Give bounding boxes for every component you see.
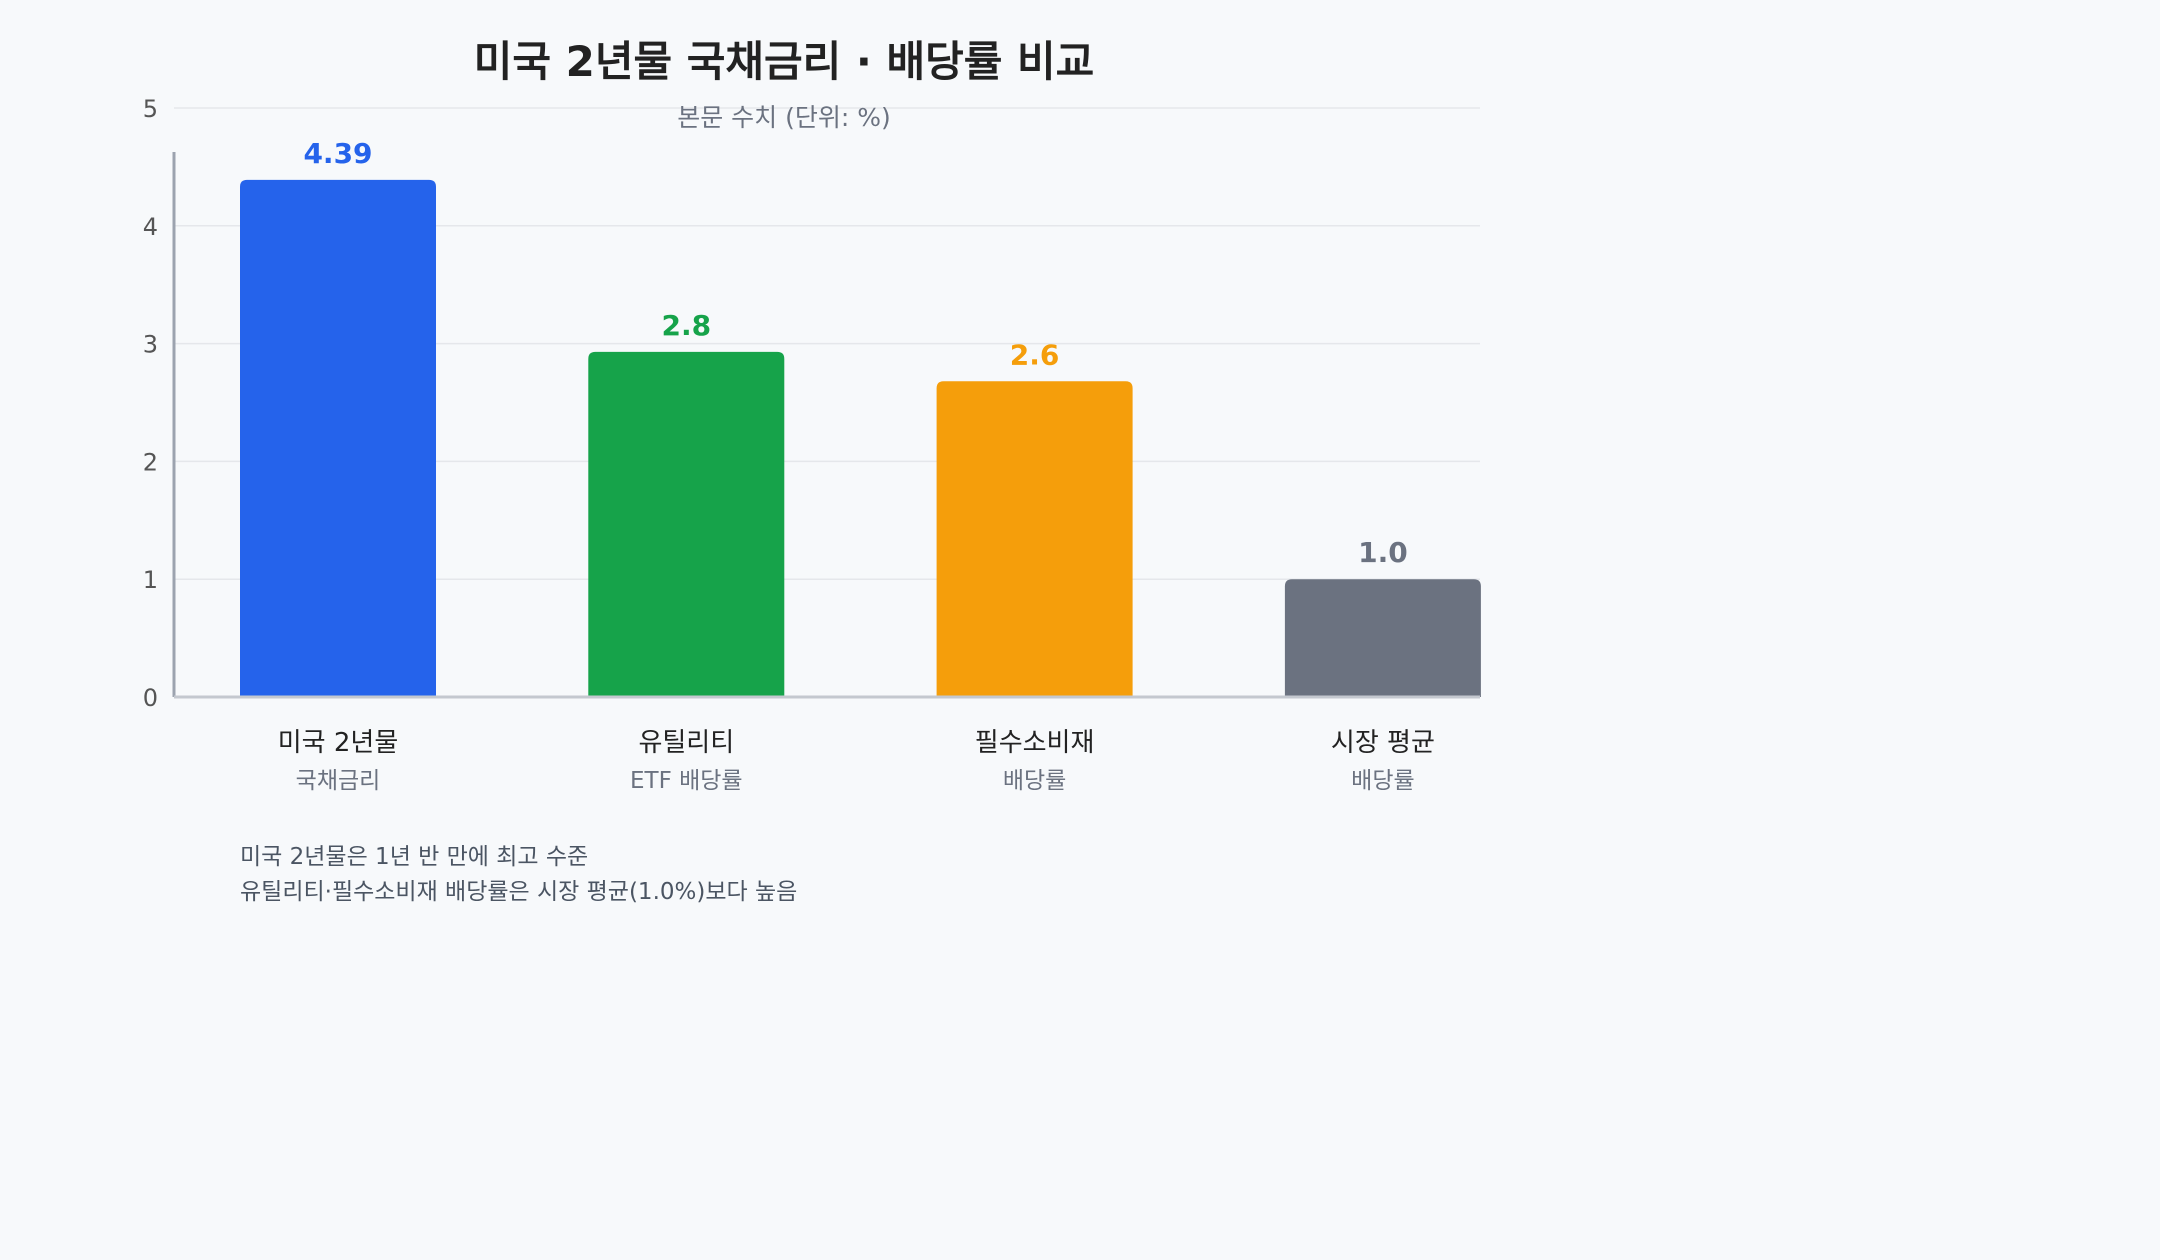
note-line: 유틸리티·필수소비재 배당률은 시장 평균(1.0%)보다 높음 (240, 879, 798, 905)
data-label: 2.8 (661, 309, 711, 342)
bar (1284, 579, 1481, 697)
bar (240, 179, 436, 697)
x-tick-label: 유틸리티 (638, 728, 734, 758)
data-labels: 4.39 2.8 2.6 1.0 (303, 137, 1407, 569)
x-tick-sublabel: 국채금리 (296, 768, 381, 794)
x-tick-label: 시장 평균 (1331, 728, 1435, 758)
y-tick-label: 1 (143, 566, 158, 594)
x-tick-label: 필수소비재 (975, 728, 1095, 758)
x-tick-sublabel: 배당률 (1351, 768, 1414, 794)
y-tick-label: 3 (143, 331, 158, 359)
data-label: 1.0 (1358, 536, 1408, 569)
y-tick-label: 2 (143, 448, 158, 476)
y-tick-label: 4 (143, 213, 158, 241)
y-tick-label: 0 (143, 684, 158, 712)
bar (936, 381, 1133, 697)
bar (588, 351, 785, 697)
chart-notes: 미국 2년물은 1년 반 만에 최고 수준 유틸리티·필수소비재 배당률은 시장… (240, 840, 797, 910)
x-tick-label: 미국 2년물 (278, 728, 399, 758)
chart-subtitle: 본문 수치 (단위: %) (677, 103, 891, 132)
note-line: 미국 2년물은 1년 반 만에 최고 수준 (240, 844, 589, 870)
data-label: 2.6 (1010, 338, 1060, 371)
chart-title: 미국 2년물 국채금리 · 배당률 비교 (474, 37, 1095, 86)
y-tick-label: 5 (143, 95, 158, 123)
x-tick-sublabel: ETF 배당률 (630, 768, 743, 794)
axes (172, 152, 1480, 699)
x-tick-sublabel: 배당률 (1003, 768, 1066, 794)
bars (240, 179, 1481, 697)
data-label: 4.39 (303, 137, 372, 170)
y-axis-ticks: 0 1 2 3 4 5 (143, 95, 158, 712)
